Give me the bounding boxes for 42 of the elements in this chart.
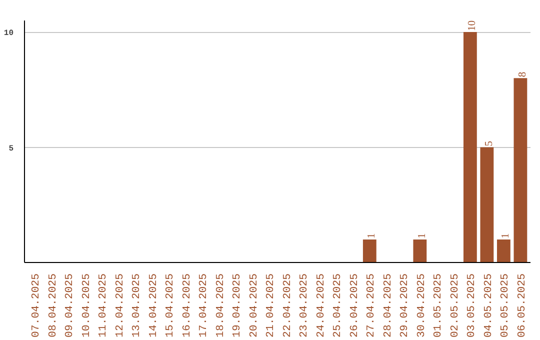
x-tick-label: 29.04.2025 [399,273,412,338]
x-tick-label: 18.04.2025 [214,273,227,338]
x-tick-label: 14.04.2025 [148,273,160,338]
x-tick-label: 22.04.2025 [282,273,294,338]
x-tick-label: 23.04.2025 [298,273,311,338]
x-tick-label: 04.05.2025 [482,273,495,338]
x-tick-label: 25.04.2025 [332,273,344,338]
x-tick-label: 19.04.2025 [232,273,244,338]
x-tick-label: 21.04.2025 [265,273,278,338]
x-tick-label: 28.04.2025 [382,273,394,338]
x-tick-label: 17.04.2025 [198,273,210,338]
data-label: 1 [416,233,428,238]
x-tick-label: 15.04.2025 [164,273,177,338]
data-label: 8 [517,72,528,78]
data-label: 1 [366,233,378,238]
x-tick-label: 09.04.2025 [64,273,76,338]
bar [463,32,477,262]
x-tick-label: 26.04.2025 [348,273,361,338]
x-tick-label: 11.04.2025 [98,273,110,338]
bar [480,147,494,262]
x-tick-label: 05.05.2025 [500,273,512,338]
x-tick-label: 03.05.2025 [466,273,478,338]
x-tick-label: 13.04.2025 [131,273,144,338]
x-tick-label: 12.04.2025 [114,273,126,338]
data-label: 10 [467,20,478,32]
x-tick-label: 30.04.2025 [416,273,428,338]
data-label: 1 [500,233,512,238]
bar [496,239,510,262]
x-tick-label: 08.04.2025 [47,273,60,338]
x-tick-label: 01.05.2025 [432,273,445,338]
x-tick-label: 07.04.2025 [30,273,43,338]
x-tick-label: 06.05.2025 [516,273,528,338]
x-tick-label: 24.04.2025 [315,273,328,338]
bar [514,78,528,262]
bar [362,239,376,262]
bar [413,239,427,262]
x-tick-label: 16.04.2025 [181,273,194,338]
data-label: 5 [484,140,495,146]
x-tick-label: 10.04.2025 [80,273,93,338]
x-tick-label: 02.05.2025 [449,273,462,338]
x-tick-label: 20.04.2025 [248,273,260,338]
x-tick-label: 27.04.2025 [366,273,378,338]
